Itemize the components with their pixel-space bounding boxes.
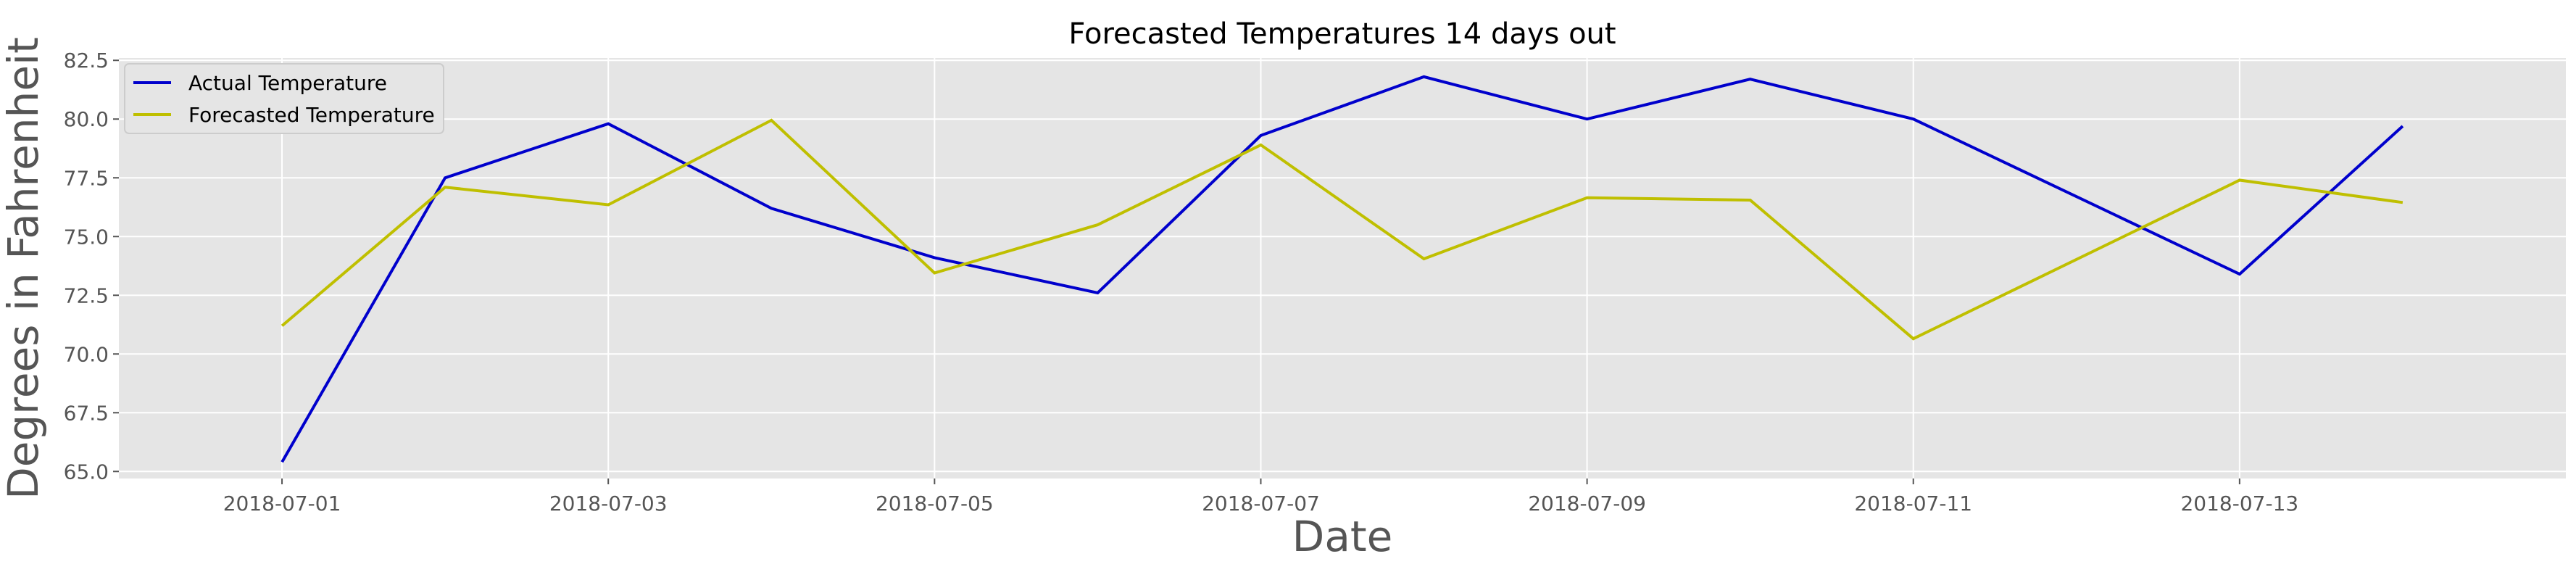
series-line-actual: [281, 75, 2404, 463]
x-axis: 2018-07-01 2018-07-03 2018-07-05 2018-07-07…: [223, 478, 2298, 515]
x-tick-label: 2018-07-05: [876, 492, 994, 515]
legend-label-forecast: Forecasted Temperature: [188, 103, 435, 127]
y-tick-label: 65.0: [64, 460, 109, 484]
grid: [119, 58, 2566, 478]
y-tick-label: 82.5: [64, 49, 109, 72]
y-axis-label: Degrees in Fahrenheit: [0, 37, 48, 500]
chart-title: Forecasted Temperatures 14 days out: [1068, 17, 1616, 51]
plot-background: [119, 58, 2566, 478]
y-tick-label: 80.0: [64, 107, 109, 131]
y-tick-label: 67.5: [64, 401, 109, 425]
y-tick-label: 72.5: [64, 283, 109, 307]
y-tick-label: 77.5: [64, 166, 109, 190]
x-tick-label: 2018-07-07: [1202, 492, 1320, 515]
series-layer: [281, 75, 2404, 463]
y-tick-label: 75.0: [64, 225, 109, 249]
x-axis-label: Date: [1292, 512, 1393, 561]
x-tick-label: 2018-07-13: [2180, 492, 2298, 515]
x-tick-label: 2018-07-01: [223, 492, 341, 515]
y-tick-label: 70.0: [64, 342, 109, 366]
x-tick-label: 2018-07-11: [1854, 492, 1972, 515]
legend-label-actual: Actual Temperature: [188, 71, 387, 95]
x-tick-label: 2018-07-03: [549, 492, 668, 515]
series-line-forecast: [281, 118, 2403, 341]
legend: Actual Temperature Forecasted Temperatur…: [124, 63, 444, 134]
legend-box: [124, 63, 444, 134]
x-tick-label: 2018-07-09: [1528, 492, 1646, 515]
y-axis: 65.0 67.5 70.0 72.5 75.0 77.5 80.0 82.5: [64, 49, 119, 484]
